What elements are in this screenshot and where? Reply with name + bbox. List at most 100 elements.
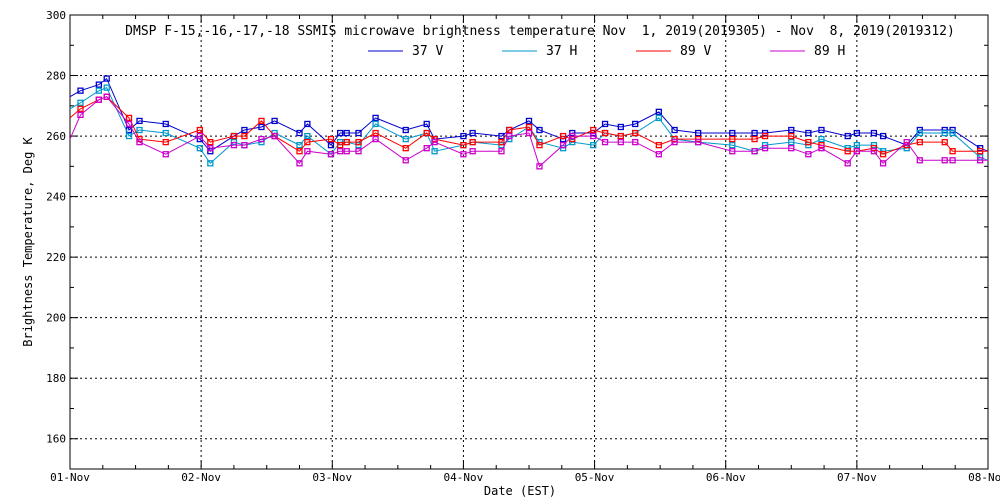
data-point-marker: [844, 132, 851, 140]
legend-label: 37 V: [412, 44, 443, 59]
data-point-marker: [296, 141, 303, 149]
data-point-marker: [916, 129, 923, 137]
data-point-marker: [853, 148, 861, 155]
data-point-marker: [506, 132, 513, 140]
data-point-marker: [590, 126, 597, 134]
data-point-marker: [498, 138, 505, 146]
data-point-marker: [949, 157, 956, 164]
data-point-marker: [196, 132, 203, 140]
data-point-marker: [655, 108, 662, 116]
data-point-marker: [258, 135, 265, 143]
data-point-marker: [327, 135, 335, 143]
data-point-marker: [327, 141, 335, 149]
data-point-marker: [162, 129, 169, 137]
data-point-marker: [372, 129, 379, 137]
data-point-marker: [95, 87, 103, 94]
data-point-marker: [162, 138, 169, 146]
data-point-marker: [136, 117, 143, 125]
data-point-marker: [304, 148, 311, 155]
data-point-marker: [258, 123, 265, 131]
legend-label: 89 H: [814, 44, 845, 59]
data-point-marker: [343, 129, 350, 137]
data-point-marker: [95, 81, 103, 88]
x-tick-label: 01-Nov: [50, 471, 90, 484]
data-point-marker: [207, 138, 214, 146]
data-point-marker: [655, 114, 662, 122]
data-point-marker: [402, 145, 409, 152]
data-point-marker: [525, 117, 533, 125]
data-point-marker: [337, 129, 344, 137]
data-point-marker: [949, 148, 956, 155]
data-point-marker: [601, 138, 609, 146]
data-point-marker: [853, 141, 861, 149]
data-point-marker: [729, 141, 736, 149]
data-point-marker: [941, 138, 948, 146]
grid-lines: [70, 15, 988, 469]
y-axis-label: Brightness Temperature, Deg K: [21, 136, 35, 346]
data-point-marker: [853, 129, 861, 137]
data-point-marker: [788, 145, 795, 152]
data-point-marker: [77, 87, 84, 94]
data-point-marker: [788, 138, 795, 146]
y-tick-label: 220: [46, 251, 66, 264]
x-tick-label: 05-Nov: [575, 471, 615, 484]
data-point-marker: [125, 132, 133, 140]
data-point-marker: [976, 157, 984, 164]
data-series: [69, 75, 989, 170]
data-point-marker: [632, 120, 639, 128]
data-point-marker: [469, 138, 476, 146]
chart-title: DMSP F-15,-16,-17,-18 SSMIS microwave br…: [125, 24, 955, 39]
data-point-marker: [788, 132, 795, 140]
data-point-marker: [372, 135, 379, 143]
data-point-marker: [372, 120, 379, 128]
data-point-marker: [761, 132, 769, 140]
data-point-marker: [402, 157, 409, 164]
x-tick-label: 07-Nov: [837, 471, 877, 484]
x-tick-label: 08-Nov: [968, 471, 1000, 484]
legend-label: 37 H: [546, 44, 577, 59]
data-point-marker: [402, 126, 409, 134]
x-tick-label: 06-Nov: [706, 471, 746, 484]
data-point-marker: [207, 145, 214, 152]
data-point-marker: [103, 75, 110, 82]
data-point-marker: [788, 126, 795, 134]
data-point-marker: [431, 148, 438, 155]
series-line: [69, 77, 989, 152]
data-point-marker: [870, 129, 878, 137]
data-point-marker: [916, 157, 923, 164]
data-point-marker: [296, 160, 303, 167]
data-point-marker: [805, 129, 812, 137]
data-point-marker: [536, 163, 543, 170]
data-point-marker: [941, 129, 948, 137]
x-tick-label: 02-Nov: [181, 471, 221, 484]
data-point-marker: [903, 138, 910, 146]
data-point-marker: [559, 141, 567, 149]
data-point-marker: [506, 126, 513, 134]
data-point-marker: [304, 120, 311, 128]
data-point-marker: [125, 120, 133, 128]
data-point-marker: [525, 129, 533, 137]
series-37-v: [69, 75, 989, 155]
data-point-marker: [355, 138, 362, 146]
data-point-marker: [879, 160, 887, 167]
data-point-marker: [355, 148, 362, 155]
data-point-marker: [162, 120, 169, 128]
data-point-marker: [460, 141, 467, 149]
data-point-marker: [632, 129, 639, 137]
x-tick-label: 04-Nov: [444, 471, 484, 484]
data-point-marker: [655, 141, 662, 149]
data-point-marker: [460, 132, 467, 140]
data-point-marker: [632, 138, 639, 146]
data-point-marker: [271, 132, 278, 140]
data-point-marker: [136, 126, 143, 134]
data-point-marker: [162, 151, 169, 158]
data-point-marker: [601, 120, 609, 128]
data-point-marker: [241, 132, 248, 140]
data-point-marker: [241, 141, 248, 149]
data-point-marker: [751, 148, 758, 155]
series-line: [69, 96, 988, 168]
data-point-marker: [751, 135, 758, 143]
data-point-marker: [590, 132, 597, 140]
data-point-marker: [695, 138, 702, 146]
